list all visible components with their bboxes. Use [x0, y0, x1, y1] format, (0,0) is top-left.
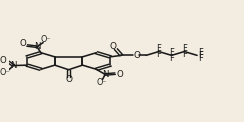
Text: O⁻: O⁻: [0, 68, 10, 77]
Text: F: F: [182, 50, 187, 59]
Text: O: O: [20, 39, 26, 48]
Text: O⁻: O⁻: [41, 35, 51, 44]
Text: F: F: [182, 44, 187, 53]
Text: F: F: [199, 51, 203, 60]
Text: F: F: [169, 48, 174, 57]
Text: O: O: [65, 75, 72, 84]
Text: O: O: [0, 56, 7, 65]
Text: O: O: [133, 51, 141, 60]
Text: O: O: [117, 70, 123, 79]
Text: N: N: [102, 70, 108, 79]
Text: F: F: [156, 50, 161, 59]
Text: F: F: [156, 44, 161, 53]
Text: F: F: [199, 48, 203, 57]
Text: F: F: [199, 54, 203, 63]
Text: F: F: [169, 54, 174, 63]
Text: O: O: [110, 42, 116, 51]
Text: O⁻: O⁻: [97, 78, 107, 87]
Text: N: N: [34, 42, 40, 51]
Text: N: N: [10, 61, 17, 70]
